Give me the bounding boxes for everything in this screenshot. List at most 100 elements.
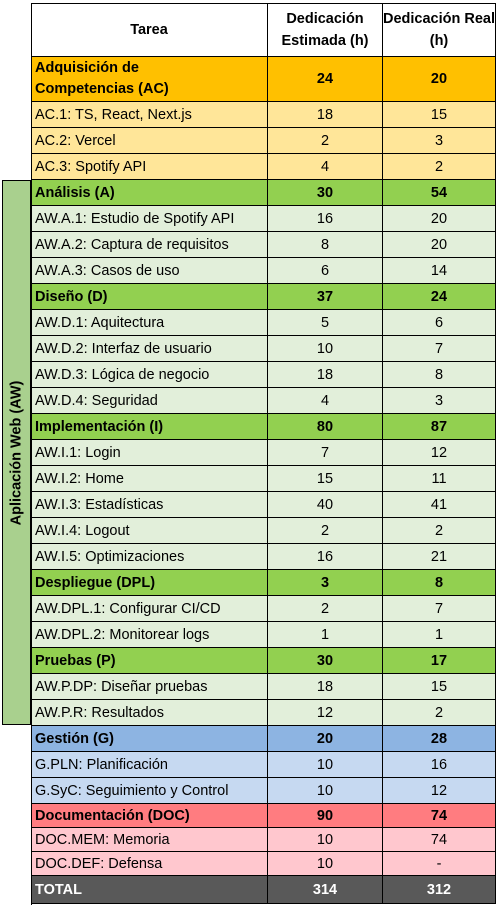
- task-row-real: 1: [383, 622, 496, 648]
- task-row-est: 2: [268, 596, 383, 622]
- task-row-real: 2: [383, 154, 496, 180]
- task-row-real: 11: [383, 466, 496, 492]
- group-row-real: 87: [383, 414, 496, 440]
- group-row-est: 20: [268, 726, 383, 752]
- task-row-est: 18: [268, 674, 383, 700]
- task-row-est: 15: [268, 466, 383, 492]
- header-task: Tarea: [31, 3, 268, 57]
- task-row-task: AC.3: Spotify API: [31, 154, 268, 180]
- task-row-est: 10: [268, 752, 383, 778]
- task-row-real: 21: [383, 544, 496, 570]
- task-row-real: 7: [383, 336, 496, 362]
- task-row-task: AW.A.1: Estudio de Spotify API: [31, 206, 268, 232]
- header-estimated: Dedicación Estimada (h): [268, 3, 383, 57]
- task-row-est: 4: [268, 154, 383, 180]
- task-row-est: 7: [268, 440, 383, 466]
- group-row-task: Documentación (DOC): [31, 804, 268, 828]
- task-row-task: AW.DPL.2: Monitorear logs: [31, 622, 268, 648]
- task-row-task: AC.2: Vercel: [31, 128, 268, 154]
- task-row-est: 1: [268, 622, 383, 648]
- task-row-real: 3: [383, 128, 496, 154]
- group-row-est: 30: [268, 180, 383, 206]
- group-row-est: 80: [268, 414, 383, 440]
- group-row-real: 74: [383, 804, 496, 828]
- task-row-task: AW.I.3: Estadísticas: [31, 492, 268, 518]
- task-row-real: 15: [383, 102, 496, 128]
- task-row-task: DOC.MEM: Memoria: [31, 828, 268, 852]
- task-row-est: 10: [268, 778, 383, 804]
- task-row-task: AW.P.DP: Diseñar pruebas: [31, 674, 268, 700]
- task-row-est: 10: [268, 828, 383, 852]
- task-row-task: G.PLN: Planificación: [31, 752, 268, 778]
- task-row-real: 2: [383, 700, 496, 726]
- group-row-real: 17: [383, 648, 496, 674]
- group-row-est: 37: [268, 284, 383, 310]
- task-row-task: AW.D.1: Aquitectura: [31, 310, 268, 336]
- task-row-est: 16: [268, 544, 383, 570]
- task-row-real: 14: [383, 258, 496, 284]
- group-row-task: Diseño (D): [31, 284, 268, 310]
- task-row-real: 16: [383, 752, 496, 778]
- total-row-real: 312: [383, 876, 496, 904]
- task-row-real: 8: [383, 362, 496, 388]
- task-row-real: 74: [383, 828, 496, 852]
- task-row-real: -: [383, 852, 496, 876]
- group-row-est: 30: [268, 648, 383, 674]
- task-row-est: 18: [268, 102, 383, 128]
- aw-group-label: Aplicación Web (AW): [2, 180, 31, 725]
- group-row-real: 20: [383, 57, 496, 102]
- task-row-task: AC.1: TS, React, Next.js: [31, 102, 268, 128]
- group-row-task: Pruebas (P): [31, 648, 268, 674]
- group-row-real: 54: [383, 180, 496, 206]
- header-real: Dedicación Real (h): [383, 3, 496, 57]
- task-row-task: AW.I.5: Optimizaciones: [31, 544, 268, 570]
- task-row-task: G.SyC: Seguimiento y Control: [31, 778, 268, 804]
- task-row-est: 10: [268, 852, 383, 876]
- group-row-est: 3: [268, 570, 383, 596]
- aw-group-label-text: Aplicación Web (AW): [8, 380, 25, 525]
- task-row-real: 12: [383, 778, 496, 804]
- group-row-real: 8: [383, 570, 496, 596]
- task-row-task: AW.D.2: Interfaz de usuario: [31, 336, 268, 362]
- task-row-task: DOC.DEF: Defensa: [31, 852, 268, 876]
- task-row-est: 10: [268, 336, 383, 362]
- group-row-est: 24: [268, 57, 383, 102]
- task-row-task: AW.A.2: Captura de requisitos: [31, 232, 268, 258]
- task-row-real: 20: [383, 232, 496, 258]
- task-row-real: 3: [383, 388, 496, 414]
- task-row-task: AW.DPL.1: Configurar CI/CD: [31, 596, 268, 622]
- group-row-est: 90: [268, 804, 383, 828]
- total-row-task: TOTAL: [31, 876, 268, 904]
- task-row-est: 5: [268, 310, 383, 336]
- task-row-est: 4: [268, 388, 383, 414]
- task-row-real: 41: [383, 492, 496, 518]
- task-row-task: AW.I.2: Home: [31, 466, 268, 492]
- task-row-real: 20: [383, 206, 496, 232]
- task-row-est: 2: [268, 128, 383, 154]
- task-row-est: 6: [268, 258, 383, 284]
- task-row-real: 2: [383, 518, 496, 544]
- task-row-est: 12: [268, 700, 383, 726]
- task-row-task: AW.D.3: Lógica de negocio: [31, 362, 268, 388]
- task-row-est: 16: [268, 206, 383, 232]
- task-row-task: AW.I.4: Logout: [31, 518, 268, 544]
- group-row-task: Despliegue (DPL): [31, 570, 268, 596]
- task-row-task: AW.I.1: Login: [31, 440, 268, 466]
- task-row-task: AW.D.4: Seguridad: [31, 388, 268, 414]
- group-row-real: 28: [383, 726, 496, 752]
- group-row-task: Implementación (I): [31, 414, 268, 440]
- task-row-real: 7: [383, 596, 496, 622]
- total-row-est: 314: [268, 876, 383, 904]
- task-row-real: 12: [383, 440, 496, 466]
- group-row-task: Análisis (A): [31, 180, 268, 206]
- group-row-task: Adquisición de Competencias (AC): [31, 57, 268, 102]
- group-row-task: Gestión (G): [31, 726, 268, 752]
- task-row-real: 15: [383, 674, 496, 700]
- task-row-task: AW.A.3: Casos de uso: [31, 258, 268, 284]
- task-row-est: 40: [268, 492, 383, 518]
- group-row-real: 24: [383, 284, 496, 310]
- task-row-task: AW.P.R: Resultados: [31, 700, 268, 726]
- task-row-real: 6: [383, 310, 496, 336]
- task-row-est: 18: [268, 362, 383, 388]
